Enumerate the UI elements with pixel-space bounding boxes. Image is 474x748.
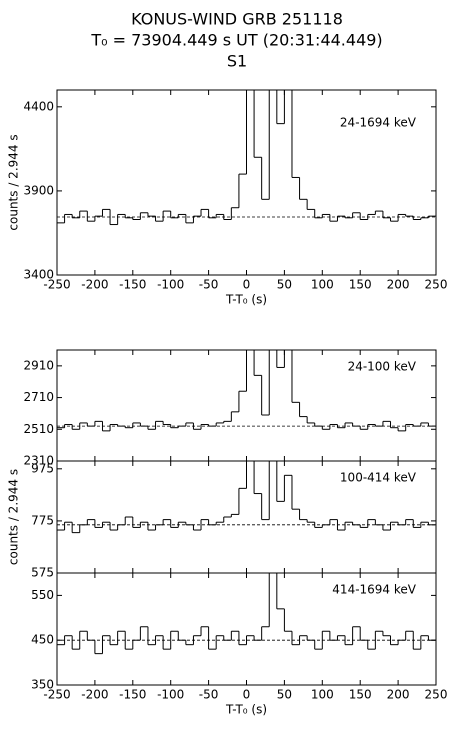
energy-band: 24-1694 keV bbox=[340, 116, 417, 130]
y-tick-label: 2710 bbox=[23, 390, 54, 404]
y-tick-label: 350 bbox=[31, 678, 54, 692]
x-tick-label: 250 bbox=[425, 278, 448, 292]
y-axis-label: counts / 2.944 s bbox=[7, 134, 21, 230]
x-tick-label: 50 bbox=[277, 278, 292, 292]
x-tick-label: 150 bbox=[349, 278, 372, 292]
x-tick-label: -100 bbox=[157, 688, 184, 702]
x-tick-label: 100 bbox=[311, 688, 334, 702]
x-tick-label: 200 bbox=[387, 278, 410, 292]
x-tick-label: -250 bbox=[43, 688, 70, 702]
x-tick-label: 200 bbox=[387, 688, 410, 702]
chart-title: S1 bbox=[227, 52, 247, 71]
chart-title: KONUS-WIND GRB 251118 bbox=[131, 10, 343, 29]
x-axis-label: T-T₀ (s) bbox=[225, 703, 267, 717]
x-tick-label: -100 bbox=[157, 278, 184, 292]
y-tick-label: 2310 bbox=[23, 454, 54, 468]
energy-band: 24-100 keV bbox=[348, 360, 417, 374]
y-tick-label: 2510 bbox=[23, 422, 54, 436]
y-tick-label: 450 bbox=[31, 633, 54, 647]
y-tick-label: 975 bbox=[31, 461, 54, 475]
x-tick-label: -150 bbox=[119, 688, 146, 702]
y-axis-label: counts / 2.944 s bbox=[7, 469, 21, 565]
x-tick-label: 0 bbox=[243, 278, 251, 292]
y-tick-label: 3900 bbox=[23, 183, 54, 197]
energy-band: 100-414 keV bbox=[340, 471, 417, 485]
x-tick-label: -50 bbox=[199, 688, 219, 702]
x-tick-label: 0 bbox=[243, 688, 251, 702]
x-tick-label: -250 bbox=[43, 278, 70, 292]
plot-area bbox=[57, 350, 436, 432]
x-tick-label: 100 bbox=[311, 278, 334, 292]
x-tick-label: 250 bbox=[425, 688, 448, 702]
x-tick-label: 50 bbox=[277, 688, 292, 702]
x-tick-label: -200 bbox=[81, 278, 108, 292]
chart-title: T₀ = 73904.449 s UT (20:31:44.449) bbox=[90, 31, 382, 50]
x-tick-label: -50 bbox=[199, 278, 219, 292]
y-tick-label: 2910 bbox=[23, 358, 54, 372]
y-tick-label: 575 bbox=[31, 566, 54, 580]
y-tick-label: 3400 bbox=[23, 268, 54, 282]
x-axis-label: T-T₀ (s) bbox=[225, 293, 267, 307]
plot-area bbox=[57, 90, 436, 226]
y-tick-label: 550 bbox=[31, 588, 54, 602]
x-tick-label: -200 bbox=[81, 688, 108, 702]
y-tick-label: 4400 bbox=[23, 99, 54, 113]
y-tick-label: 775 bbox=[31, 513, 54, 527]
x-tick-label: -150 bbox=[119, 278, 146, 292]
x-tick-label: 150 bbox=[349, 688, 372, 702]
energy-band: 414-1694 keV bbox=[332, 583, 416, 597]
plot-area bbox=[57, 573, 436, 655]
